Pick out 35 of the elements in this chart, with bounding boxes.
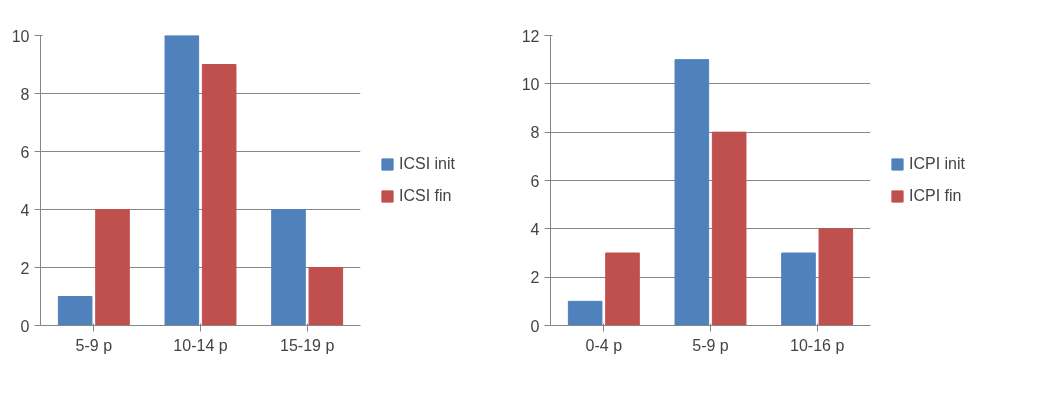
bar — [308, 267, 344, 326]
y-tick-label: 10 — [521, 75, 540, 93]
x-tick-label: 0-4 p — [585, 336, 623, 354]
bar — [201, 64, 237, 326]
legend-label: ICPI fin — [909, 187, 962, 205]
bar — [818, 228, 854, 326]
y-tick-label: 6 — [530, 172, 540, 190]
x-tick-label: 5-9 p — [75, 336, 113, 354]
y-tick-label: 4 — [530, 220, 540, 238]
bar — [57, 296, 93, 326]
bar — [711, 131, 747, 326]
bar — [605, 252, 640, 326]
bar — [95, 209, 130, 326]
bar — [781, 252, 816, 326]
y-tick-label: 0 — [530, 317, 540, 335]
y-tick-label: 10 — [11, 27, 30, 45]
bar — [164, 35, 200, 326]
x-tick-label: 15-19 p — [280, 336, 335, 354]
y-tick-label: 6 — [20, 143, 30, 161]
legend-label: ICPI init — [909, 155, 966, 173]
y-tick-label: 0 — [20, 317, 30, 335]
y-tick-label: 12 — [521, 27, 540, 45]
bar — [271, 209, 306, 326]
x-tick-label: 10-16 p — [790, 336, 845, 354]
y-tick-label: 2 — [20, 259, 30, 277]
y-tick-label: 2 — [530, 269, 540, 287]
y-tick-label: 8 — [20, 85, 30, 103]
x-tick-label: 10-14 p — [173, 336, 228, 354]
legend-label: ICSI init — [399, 155, 456, 173]
y-tick-label: 8 — [530, 124, 540, 142]
legend-label: ICSI fin — [399, 187, 452, 205]
x-tick-label: 5-9 p — [692, 336, 729, 354]
y-tick-label: 4 — [20, 201, 30, 219]
bar — [567, 300, 603, 326]
bar — [674, 59, 710, 326]
